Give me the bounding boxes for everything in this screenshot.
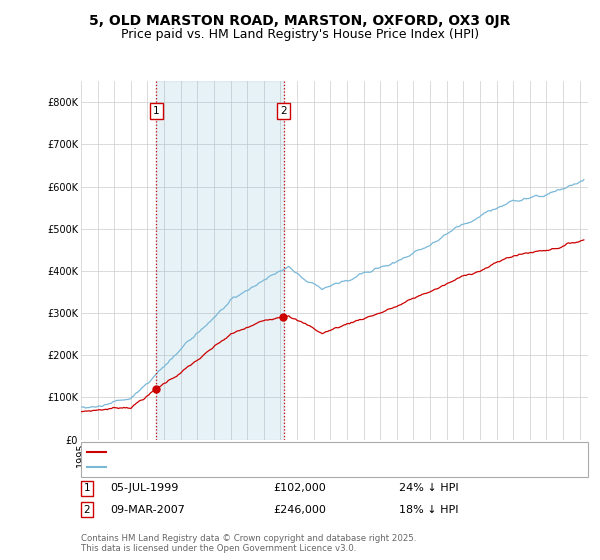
- Text: HPI: Average price, semi-detached house, Oxford: HPI: Average price, semi-detached house,…: [110, 463, 367, 473]
- Text: 2: 2: [280, 106, 287, 116]
- Text: 1: 1: [153, 106, 160, 116]
- Text: 09-MAR-2007: 09-MAR-2007: [110, 505, 185, 515]
- Text: 5, OLD MARSTON ROAD, MARSTON, OXFORD, OX3 0JR (semi-detached house): 5, OLD MARSTON ROAD, MARSTON, OXFORD, OX…: [110, 447, 515, 457]
- Text: 24% ↓ HPI: 24% ↓ HPI: [399, 483, 458, 493]
- Text: 5, OLD MARSTON ROAD, MARSTON, OXFORD, OX3 0JR: 5, OLD MARSTON ROAD, MARSTON, OXFORD, OX…: [89, 14, 511, 28]
- Text: Contains HM Land Registry data © Crown copyright and database right 2025.
This d: Contains HM Land Registry data © Crown c…: [81, 534, 416, 553]
- Text: Price paid vs. HM Land Registry's House Price Index (HPI): Price paid vs. HM Land Registry's House …: [121, 28, 479, 41]
- Bar: [157, 81, 284, 440]
- Text: 1: 1: [83, 483, 91, 493]
- Text: 2: 2: [83, 505, 91, 515]
- Text: £102,000: £102,000: [273, 483, 326, 493]
- Text: £246,000: £246,000: [273, 505, 326, 515]
- Text: 05-JUL-1999: 05-JUL-1999: [110, 483, 178, 493]
- Text: 18% ↓ HPI: 18% ↓ HPI: [399, 505, 458, 515]
